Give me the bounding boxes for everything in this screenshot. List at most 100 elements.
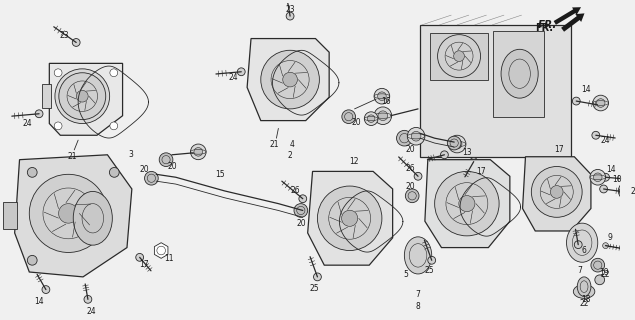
Circle shape <box>574 241 582 249</box>
Bar <box>493 31 544 117</box>
Text: 10: 10 <box>613 175 622 184</box>
Circle shape <box>405 189 419 203</box>
Polygon shape <box>308 172 392 265</box>
Circle shape <box>342 210 358 226</box>
Circle shape <box>314 273 321 281</box>
Circle shape <box>58 204 78 223</box>
Text: 3: 3 <box>128 150 133 159</box>
Text: 22: 22 <box>601 270 610 279</box>
Text: 20: 20 <box>167 162 177 171</box>
Text: 16: 16 <box>381 97 391 106</box>
Polygon shape <box>50 63 123 135</box>
Circle shape <box>27 255 37 265</box>
Circle shape <box>59 73 106 120</box>
Circle shape <box>136 253 144 261</box>
Circle shape <box>599 185 608 193</box>
Ellipse shape <box>73 191 112 245</box>
Circle shape <box>428 256 436 264</box>
FancyArrow shape <box>554 7 581 25</box>
Circle shape <box>470 158 478 165</box>
Text: 26: 26 <box>405 164 415 173</box>
Circle shape <box>411 132 421 141</box>
Text: 6: 6 <box>582 246 587 255</box>
Polygon shape <box>15 155 132 277</box>
Bar <box>430 33 488 80</box>
Circle shape <box>452 139 462 149</box>
Circle shape <box>27 167 37 177</box>
Circle shape <box>603 243 608 249</box>
Circle shape <box>29 174 107 252</box>
Text: 23: 23 <box>60 31 69 40</box>
FancyArrow shape <box>561 13 584 32</box>
Text: 24: 24 <box>229 73 238 82</box>
Circle shape <box>299 195 307 203</box>
Circle shape <box>318 186 382 251</box>
Text: 5: 5 <box>403 270 408 279</box>
Circle shape <box>110 122 117 130</box>
Text: 20: 20 <box>352 118 361 127</box>
Ellipse shape <box>501 49 538 98</box>
Text: 20: 20 <box>140 165 149 174</box>
Circle shape <box>531 166 582 217</box>
Text: 17: 17 <box>476 167 485 176</box>
Polygon shape <box>154 243 168 258</box>
Circle shape <box>448 135 466 153</box>
Text: FR.: FR. <box>535 23 553 33</box>
Circle shape <box>596 99 605 107</box>
Text: 15: 15 <box>215 170 225 179</box>
Text: 24: 24 <box>22 119 32 128</box>
Text: 7: 7 <box>415 290 420 299</box>
Polygon shape <box>247 39 329 121</box>
Circle shape <box>414 172 422 180</box>
Text: 4: 4 <box>290 140 295 148</box>
Circle shape <box>110 69 117 77</box>
Circle shape <box>591 258 605 272</box>
Text: 21: 21 <box>67 152 77 161</box>
Text: 24: 24 <box>601 136 610 145</box>
Circle shape <box>378 92 386 100</box>
Circle shape <box>54 69 62 77</box>
Circle shape <box>194 148 203 156</box>
Text: 24: 24 <box>630 188 635 196</box>
Bar <box>3 202 17 229</box>
Text: 7: 7 <box>578 266 583 275</box>
Text: 2: 2 <box>288 151 293 160</box>
Circle shape <box>109 167 119 177</box>
Text: 11: 11 <box>164 254 174 263</box>
Circle shape <box>55 69 110 124</box>
Circle shape <box>261 50 319 109</box>
Circle shape <box>374 107 392 124</box>
Circle shape <box>342 110 356 124</box>
Text: 14: 14 <box>34 297 44 306</box>
Circle shape <box>374 88 390 104</box>
Text: 25: 25 <box>425 266 434 275</box>
Text: 18: 18 <box>581 295 591 304</box>
Text: 17: 17 <box>139 260 149 269</box>
Circle shape <box>35 110 43 118</box>
Text: 13: 13 <box>462 148 472 157</box>
Circle shape <box>602 173 610 181</box>
Circle shape <box>294 204 308 217</box>
Polygon shape <box>425 160 510 248</box>
Circle shape <box>72 39 80 46</box>
Circle shape <box>283 72 297 87</box>
Text: 17: 17 <box>554 145 563 155</box>
Circle shape <box>286 12 294 20</box>
Circle shape <box>592 131 599 139</box>
Text: 24: 24 <box>86 307 96 316</box>
Text: 19: 19 <box>599 268 608 277</box>
Circle shape <box>453 51 464 61</box>
Text: 23: 23 <box>285 5 295 14</box>
Text: 20: 20 <box>296 219 305 228</box>
Ellipse shape <box>573 285 595 298</box>
Polygon shape <box>523 157 591 231</box>
Text: 14: 14 <box>606 165 616 174</box>
Circle shape <box>572 97 580 105</box>
Circle shape <box>622 186 632 196</box>
Text: 20: 20 <box>405 181 415 190</box>
Bar <box>420 25 572 157</box>
Text: 14: 14 <box>581 85 591 94</box>
Circle shape <box>594 173 602 181</box>
Circle shape <box>459 196 475 212</box>
Circle shape <box>434 172 499 236</box>
